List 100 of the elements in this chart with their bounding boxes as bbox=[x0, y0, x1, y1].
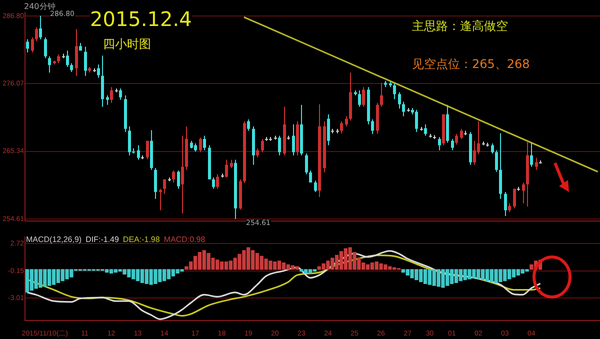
bar bbox=[308, 269, 312, 274]
candlestick bbox=[491, 142, 494, 154]
candlestick bbox=[495, 150, 498, 172]
bar bbox=[166, 269, 171, 280]
candlestick bbox=[292, 124, 295, 156]
candlestick bbox=[26, 38, 29, 53]
bar bbox=[392, 267, 396, 270]
candlestick bbox=[535, 157, 538, 170]
candlestick bbox=[146, 140, 149, 160]
candlestick bbox=[513, 188, 516, 209]
text: DEA:-1.98 bbox=[122, 235, 160, 244]
candlestick bbox=[415, 109, 418, 132]
bar bbox=[180, 269, 184, 272]
candlestick bbox=[305, 152, 308, 175]
candlestick bbox=[97, 64, 100, 78]
bar bbox=[47, 269, 52, 286]
candlestick bbox=[128, 126, 131, 156]
candlestick bbox=[39, 15, 42, 40]
candlestick bbox=[225, 159, 228, 178]
candlestick bbox=[362, 86, 365, 108]
bar bbox=[507, 269, 512, 280]
candlestick bbox=[177, 170, 180, 190]
candlestick bbox=[345, 116, 348, 127]
bar bbox=[485, 269, 490, 282]
bar bbox=[512, 269, 516, 278]
chart-title: MACD(12,26,9) bbox=[26, 235, 82, 244]
candlestick bbox=[455, 133, 458, 146]
bar bbox=[114, 269, 118, 273]
candlestick bbox=[393, 82, 396, 100]
candlestick bbox=[402, 101, 405, 117]
candlestick bbox=[314, 180, 317, 192]
annotation: 主思路：逢高做空 bbox=[412, 19, 508, 34]
bar bbox=[171, 269, 176, 276]
bar bbox=[339, 251, 344, 270]
bar bbox=[525, 269, 529, 272]
bar bbox=[344, 248, 348, 270]
bar bbox=[428, 269, 432, 285]
bar bbox=[193, 256, 198, 270]
bar bbox=[282, 262, 286, 270]
candlestick bbox=[522, 182, 525, 204]
bar bbox=[334, 254, 339, 270]
candlestick bbox=[212, 176, 215, 190]
bar bbox=[454, 269, 458, 284]
candlestick bbox=[199, 137, 202, 153]
candlestick bbox=[216, 174, 219, 190]
candlestick bbox=[84, 46, 87, 76]
candlestick bbox=[358, 90, 361, 108]
candlestick bbox=[163, 178, 166, 194]
candlestick bbox=[261, 138, 264, 153]
bar bbox=[109, 269, 114, 274]
bar bbox=[104, 269, 109, 273]
bar bbox=[516, 269, 520, 276]
bar bbox=[530, 264, 534, 270]
bar bbox=[366, 264, 370, 270]
bar bbox=[295, 266, 299, 270]
candlestick bbox=[66, 50, 69, 68]
series-label: MACD:0.98 bbox=[164, 235, 206, 244]
bar bbox=[370, 262, 374, 270]
candlestick bbox=[119, 88, 122, 100]
candlestick bbox=[172, 170, 175, 183]
candlestick bbox=[380, 82, 383, 108]
bar bbox=[458, 269, 463, 282]
candlestick bbox=[530, 142, 533, 168]
bar bbox=[401, 269, 406, 273]
candlestick bbox=[203, 135, 206, 151]
bar bbox=[224, 262, 228, 270]
bar bbox=[255, 252, 260, 270]
text: DIF:-1.49 bbox=[86, 235, 119, 244]
candlestick bbox=[309, 170, 312, 183]
bar bbox=[228, 260, 233, 270]
candlestick bbox=[75, 28, 78, 76]
candlestick bbox=[438, 136, 441, 151]
candlestick bbox=[31, 36, 34, 53]
bar bbox=[423, 269, 428, 284]
bar bbox=[140, 269, 144, 284]
candlestick bbox=[473, 140, 476, 166]
candlestick bbox=[504, 191, 507, 216]
text: 240分钟 bbox=[24, 2, 56, 12]
candlestick bbox=[340, 120, 343, 134]
candlestick bbox=[247, 118, 250, 132]
candlestick bbox=[398, 92, 401, 110]
candlestick bbox=[110, 86, 113, 104]
bar bbox=[220, 262, 224, 270]
candlestick bbox=[371, 118, 374, 134]
candlestick bbox=[451, 138, 454, 151]
candlestick bbox=[35, 26, 38, 42]
bar bbox=[52, 269, 56, 285]
bar bbox=[480, 269, 485, 280]
annotation: 见空点位：265、268 bbox=[412, 57, 530, 72]
bar bbox=[162, 269, 166, 282]
bar bbox=[198, 252, 202, 270]
candlestick bbox=[154, 167, 157, 200]
bar bbox=[300, 269, 304, 272]
candlestick bbox=[159, 188, 162, 211]
bar bbox=[25, 269, 30, 292]
bar bbox=[136, 269, 140, 282]
candlestick bbox=[48, 56, 51, 74]
annotation: 2015.12.4 bbox=[90, 7, 192, 31]
candlestick bbox=[424, 124, 427, 136]
candlestick bbox=[327, 114, 330, 146]
